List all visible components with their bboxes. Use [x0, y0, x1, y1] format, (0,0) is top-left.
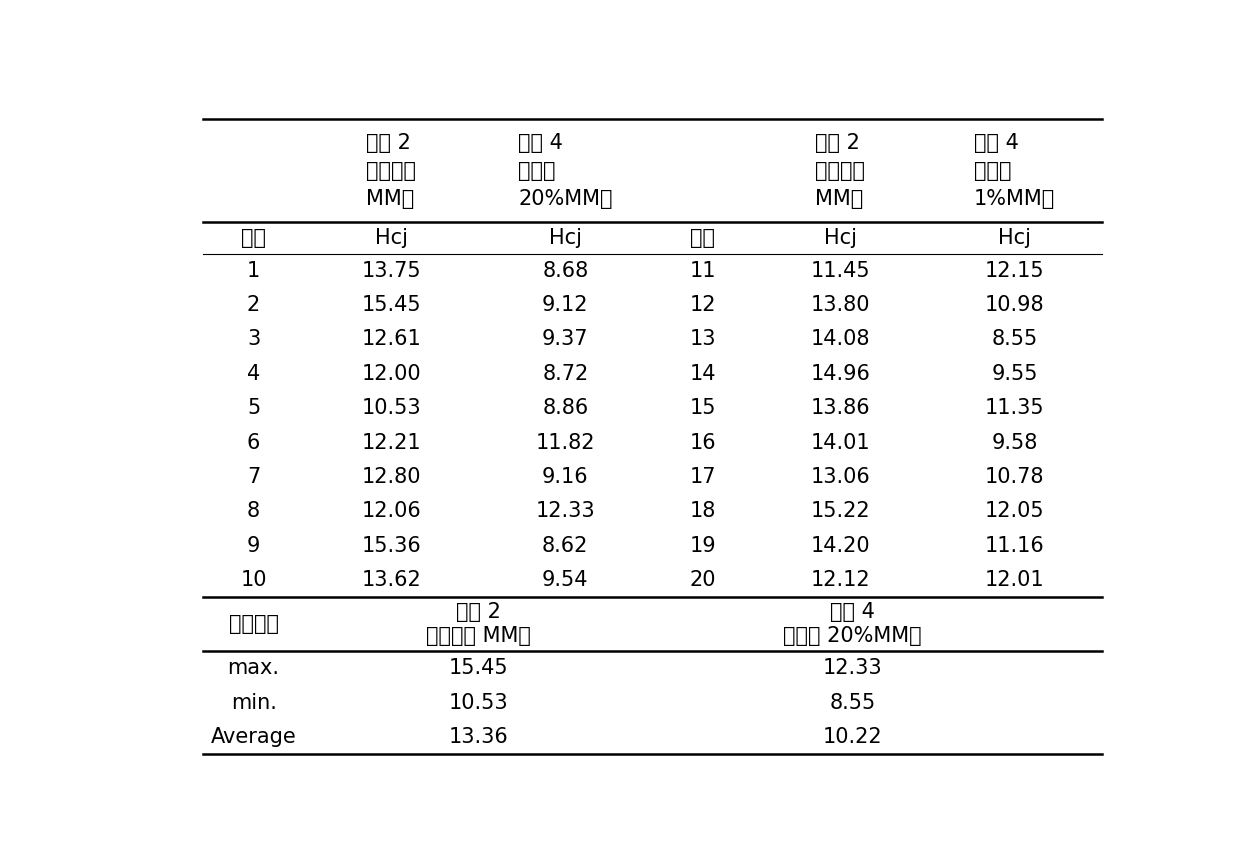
Text: 10.78: 10.78 [985, 467, 1044, 486]
Text: 14.20: 14.20 [811, 535, 870, 556]
Text: （未添加 MM）: （未添加 MM） [425, 626, 531, 646]
Text: 9.58: 9.58 [991, 432, 1038, 452]
Text: 配方 2: 配方 2 [456, 602, 501, 622]
Text: 11.16: 11.16 [985, 535, 1044, 556]
Text: Hcj: Hcj [374, 227, 408, 248]
Text: 9.16: 9.16 [542, 467, 589, 486]
Text: 13.86: 13.86 [811, 398, 870, 418]
Text: 3: 3 [247, 329, 260, 349]
Text: 13: 13 [689, 329, 717, 349]
Text: 7: 7 [247, 467, 260, 486]
Text: 16: 16 [689, 432, 717, 452]
Text: 12.61: 12.61 [361, 329, 422, 349]
Text: 8: 8 [247, 501, 260, 522]
Text: 12.33: 12.33 [823, 658, 883, 679]
Text: max.: max. [228, 658, 279, 679]
Text: 12: 12 [689, 295, 717, 315]
Text: 4: 4 [247, 364, 260, 384]
Text: 13.06: 13.06 [811, 467, 870, 486]
Text: 9: 9 [247, 535, 260, 556]
Text: 13.75: 13.75 [361, 261, 422, 281]
Text: 12.15: 12.15 [985, 261, 1044, 281]
Text: 12.21: 12.21 [361, 432, 422, 452]
Text: 8.62: 8.62 [542, 535, 589, 556]
Text: 12.00: 12.00 [361, 364, 422, 384]
Text: 5: 5 [247, 398, 260, 418]
Text: 17: 17 [689, 467, 717, 486]
Text: 序号: 序号 [241, 227, 267, 248]
Text: 9.12: 9.12 [542, 295, 589, 315]
Text: 9.37: 9.37 [542, 329, 589, 349]
Text: 13.62: 13.62 [361, 570, 422, 590]
Text: 序号: 序号 [691, 227, 715, 248]
Text: 14.96: 14.96 [811, 364, 870, 384]
Text: 10.53: 10.53 [449, 693, 508, 713]
Text: 12.05: 12.05 [985, 501, 1044, 522]
Text: 11.82: 11.82 [536, 432, 595, 452]
Text: 12.33: 12.33 [536, 501, 595, 522]
Text: 14.01: 14.01 [811, 432, 870, 452]
Text: 2: 2 [247, 295, 260, 315]
Text: min.: min. [231, 693, 277, 713]
Text: 13.36: 13.36 [449, 728, 508, 747]
Text: 8.55: 8.55 [830, 693, 875, 713]
Text: 19: 19 [689, 535, 717, 556]
Text: （添加 20%MM）: （添加 20%MM） [784, 626, 921, 646]
Text: 配方 2
（未添加
MM）: 配方 2 （未添加 MM） [816, 133, 866, 208]
Text: 配方 2
（未添加
MM）: 配方 2 （未添加 MM） [366, 133, 417, 208]
Text: 18: 18 [689, 501, 715, 522]
Text: 6: 6 [247, 432, 260, 452]
Text: 统计分析: 统计分析 [228, 614, 279, 634]
Text: 12.01: 12.01 [985, 570, 1044, 590]
Text: 15.45: 15.45 [449, 658, 508, 679]
Text: 15.22: 15.22 [811, 501, 870, 522]
Text: 配方 4
（添加
1%MM）: 配方 4 （添加 1%MM） [973, 133, 1055, 208]
Text: 8.86: 8.86 [542, 398, 589, 418]
Text: 配方 4
（添加
20%MM）: 配方 4 （添加 20%MM） [518, 133, 613, 208]
Text: 配方 4: 配方 4 [830, 602, 875, 622]
Text: 12.80: 12.80 [361, 467, 420, 486]
Text: 10.22: 10.22 [823, 728, 883, 747]
Text: 10.53: 10.53 [361, 398, 422, 418]
Text: 11.45: 11.45 [811, 261, 870, 281]
Text: 8.72: 8.72 [542, 364, 589, 384]
Text: 10: 10 [241, 570, 267, 590]
Text: Hcj: Hcj [549, 227, 582, 248]
Text: Average: Average [211, 728, 296, 747]
Text: 11: 11 [689, 261, 717, 281]
Text: 15.45: 15.45 [361, 295, 422, 315]
Text: 1: 1 [247, 261, 260, 281]
Text: 9.54: 9.54 [542, 570, 589, 590]
Text: 12.06: 12.06 [361, 501, 422, 522]
Text: 14.08: 14.08 [811, 329, 870, 349]
Text: 9.55: 9.55 [991, 364, 1038, 384]
Text: 13.80: 13.80 [811, 295, 870, 315]
Text: 8.68: 8.68 [542, 261, 589, 281]
Text: 10.98: 10.98 [985, 295, 1044, 315]
Text: 12.12: 12.12 [811, 570, 870, 590]
Text: Hcj: Hcj [998, 227, 1030, 248]
Text: Hcj: Hcj [823, 227, 857, 248]
Text: 8.55: 8.55 [992, 329, 1038, 349]
Text: 15: 15 [689, 398, 717, 418]
Text: 15.36: 15.36 [361, 535, 422, 556]
Text: 11.35: 11.35 [985, 398, 1044, 418]
Text: 14: 14 [689, 364, 717, 384]
Text: 20: 20 [689, 570, 717, 590]
